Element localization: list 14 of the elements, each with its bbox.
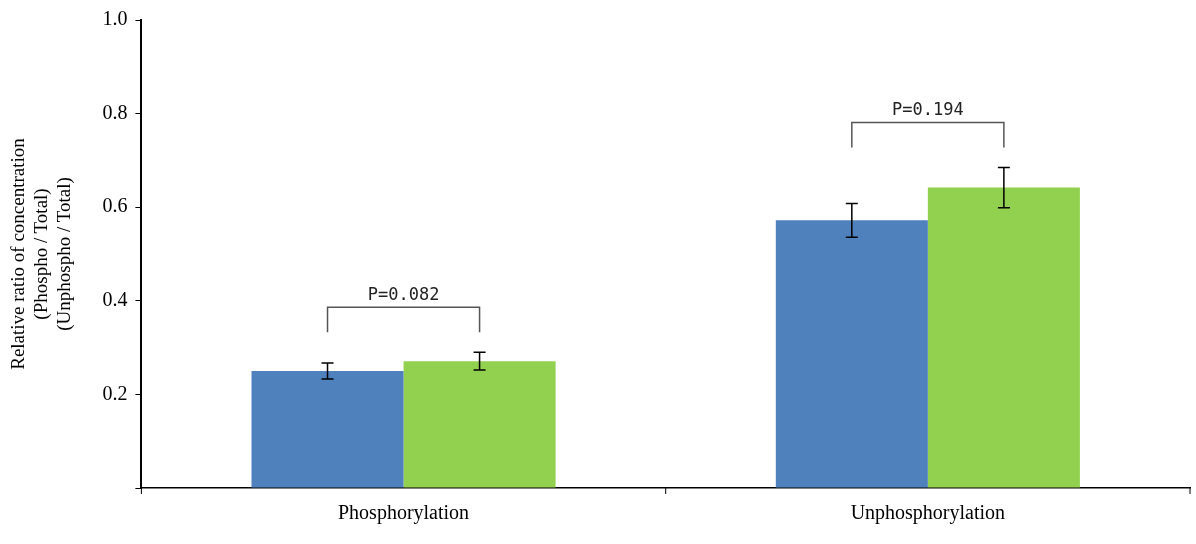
y-tick-label: 0.6	[102, 194, 128, 217]
y-axis-title: Relative ratio of concentration (Phospho / Total) (Unphospho / Total)	[7, 137, 75, 370]
bar	[251, 371, 404, 488]
y-tick-label: 0.2	[102, 381, 128, 404]
annotation: P=0.194	[892, 99, 964, 120]
y-tick-label: 1.0	[102, 7, 128, 30]
x-tick-label: Unphosphorylation	[850, 501, 1006, 525]
y-tick-label: 0.4	[102, 288, 128, 311]
bar	[775, 220, 928, 488]
annotation: P=0.082	[367, 284, 440, 305]
bar	[927, 187, 1080, 488]
x-tick-label: Phosphorylation	[337, 501, 470, 525]
bar	[403, 361, 556, 488]
y-tick-label: 0.8	[102, 100, 128, 123]
